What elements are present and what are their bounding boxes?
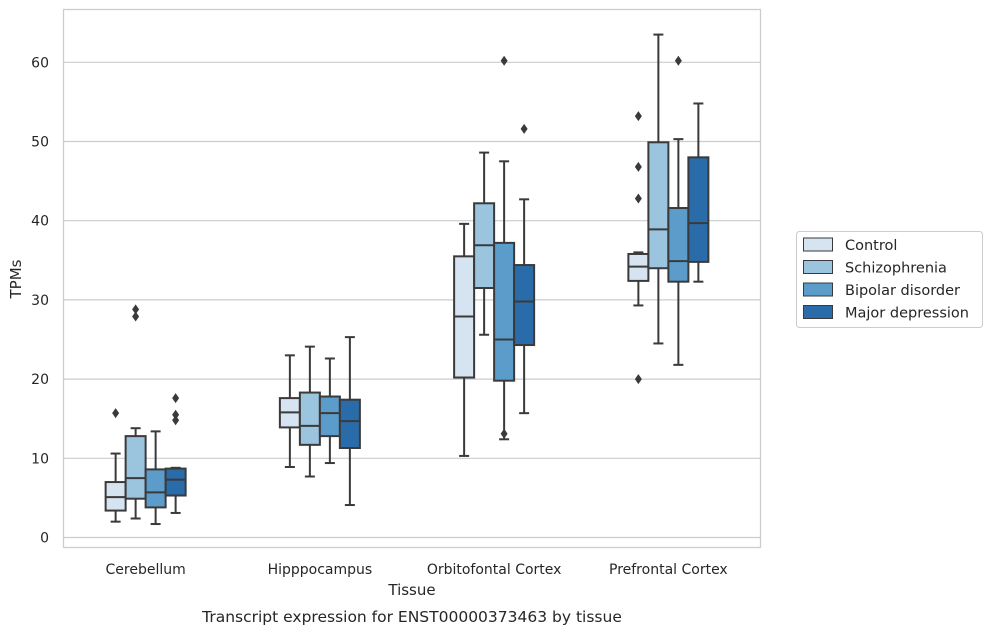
outlier-point xyxy=(112,408,120,419)
x-tick-label: Orbitofontal Cortex xyxy=(427,562,562,578)
outlier-point xyxy=(634,193,642,204)
box-major-depression xyxy=(687,102,710,283)
y-tick-label: 10 xyxy=(31,451,49,467)
box-iqr xyxy=(667,207,690,283)
box-control xyxy=(453,222,476,457)
box-schizophrenia xyxy=(647,33,670,345)
outlier-point xyxy=(520,123,528,134)
x-tick-labels: Cerebellum Hipppocampus Orbitofontal Corte… xyxy=(106,562,728,578)
box-iqr xyxy=(513,264,536,347)
box-iqr xyxy=(687,156,710,263)
legend-swatch xyxy=(803,282,833,297)
box-iqr xyxy=(124,435,147,500)
outlier-point xyxy=(172,409,180,420)
legend-frame xyxy=(796,231,983,328)
y-tick-label: 40 xyxy=(31,214,49,230)
box-iqr xyxy=(338,398,361,450)
legend-label: Major depression xyxy=(845,306,969,322)
box-iqr xyxy=(298,391,321,446)
outlier-point xyxy=(172,393,180,404)
box-bipolar-disorder xyxy=(667,55,690,366)
box-major-depression xyxy=(513,123,536,415)
legend-swatch xyxy=(803,305,833,319)
y-tick-label: 60 xyxy=(31,55,49,71)
legend-label: Control xyxy=(845,238,897,254)
outlier-point xyxy=(634,111,642,122)
legend-swatch xyxy=(803,237,833,252)
plot-frame xyxy=(62,8,762,549)
x-tick-label: Cerebellum xyxy=(106,562,186,578)
legend-swatch xyxy=(803,260,833,274)
y-tick-label: 20 xyxy=(31,372,49,388)
box-control xyxy=(104,408,127,523)
outlier-point xyxy=(634,374,642,385)
outlier-point xyxy=(132,311,140,322)
box-iqr xyxy=(164,467,187,497)
box-bipolar-disorder xyxy=(318,357,341,465)
outlier-point xyxy=(500,55,508,66)
box-major-depression xyxy=(338,336,361,507)
outlier-point xyxy=(172,415,180,426)
chart-caption: Transcript expression for ENST0000037346… xyxy=(201,608,622,626)
outlier-point xyxy=(500,428,508,439)
outlier-point xyxy=(634,161,642,172)
box-schizophrenia xyxy=(473,151,496,336)
x-tick-label: Hipppocampus xyxy=(268,562,373,578)
box-schizophrenia xyxy=(124,304,147,520)
box-iqr xyxy=(144,468,167,509)
outlier-point xyxy=(674,55,682,66)
box-iqr xyxy=(647,141,670,270)
box-major-depression xyxy=(164,393,187,514)
outlier-point xyxy=(132,304,140,315)
box-bipolar-disorder xyxy=(493,55,516,441)
legend-label: Bipolar disorder xyxy=(845,283,960,299)
legend-label: Schizophrenia xyxy=(845,261,947,277)
box-iqr xyxy=(318,395,341,438)
y-tick-labels: 0 10 20 30 40 50 60 xyxy=(31,55,49,546)
gridlines xyxy=(63,61,761,539)
y-tick-label: 50 xyxy=(31,135,49,151)
y-axis-label: TPMs xyxy=(7,259,25,299)
box-iqr xyxy=(493,241,516,382)
y-tick-label: 30 xyxy=(31,293,49,309)
box-plots xyxy=(104,33,710,526)
legend: Control Schizophrenia Bipolar disorder Majo… xyxy=(796,231,983,328)
x-axis-label: Tissue xyxy=(387,581,435,599)
x-tick-label: Prefrontal Cortex xyxy=(609,562,728,578)
y-tick-label: 0 xyxy=(40,531,49,547)
